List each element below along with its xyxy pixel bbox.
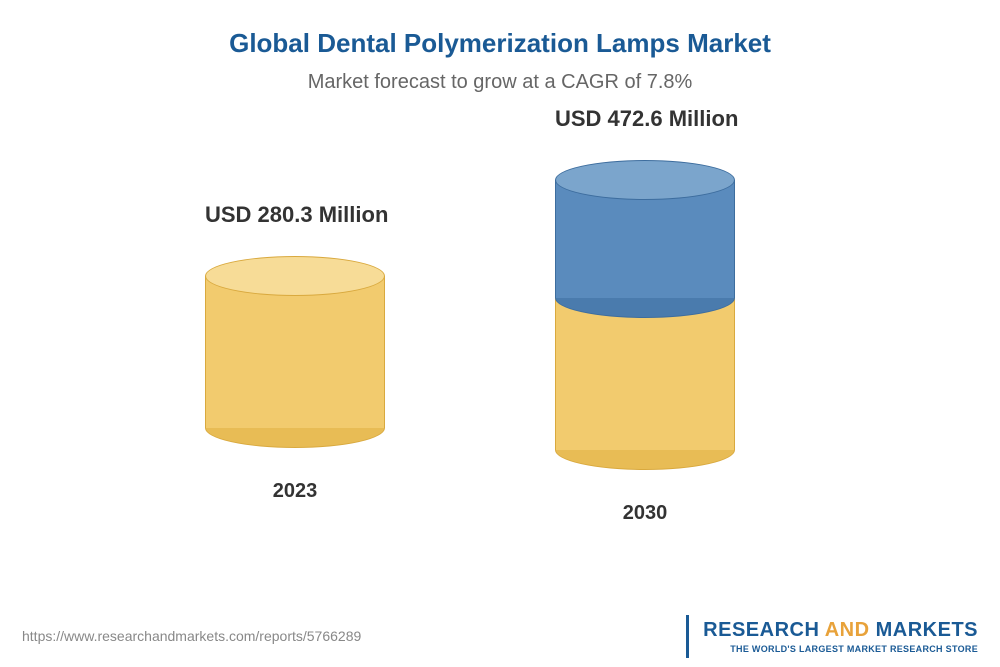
brand-tagline: THE WORLD'S LARGEST MARKET RESEARCH STOR… (703, 644, 978, 654)
year-label-2030: 2030 (555, 502, 735, 525)
chart-area: USD 280.3 Million 2023 USD 472.6 Million… (0, 94, 1000, 534)
cylinder-top (205, 256, 385, 296)
brand-logo: RESEARCH AND MARKETS THE WORLD'S LARGEST… (686, 615, 978, 658)
year-label-2023: 2023 (205, 480, 385, 503)
chart-subtitle: Market forecast to grow at a CAGR of 7.8… (0, 71, 1000, 94)
brand-name: RESEARCH AND MARKETS (703, 619, 978, 642)
cylinder-side (205, 276, 385, 428)
brand-text-and: AND (819, 619, 875, 641)
brand-text-research: RESEARCH (703, 619, 819, 641)
source-url: https://www.researchandmarkets.com/repor… (22, 628, 361, 644)
chart-title: Global Dental Polymerization Lamps Marke… (0, 0, 1000, 59)
footer-bar: https://www.researchandmarkets.com/repor… (0, 605, 1000, 667)
bar-2030: USD 472.6 Million 2030 (555, 106, 735, 525)
value-label-2023: USD 280.3 Million (205, 202, 385, 228)
bar-2023: USD 280.3 Million 2023 (205, 202, 385, 503)
cylinder-2030 (555, 160, 735, 470)
cylinder-2023 (205, 256, 385, 448)
cylinder-side-yellow (555, 298, 735, 450)
brand-text-markets: MARKETS (876, 619, 978, 641)
value-label-2030: USD 472.6 Million (555, 106, 735, 132)
cylinder-top (555, 160, 735, 200)
